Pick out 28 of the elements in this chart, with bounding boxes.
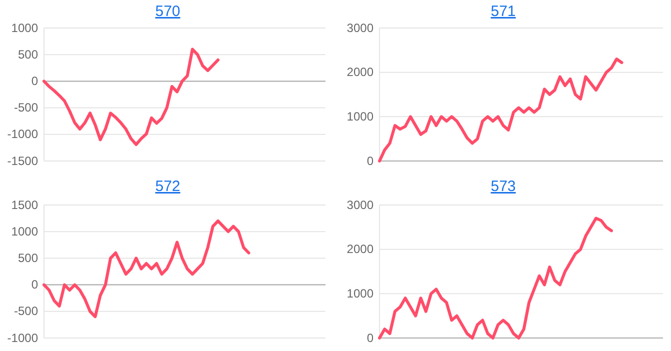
y-tick-label: 1000 (346, 110, 374, 124)
chart-title: 571 (490, 3, 516, 20)
y-tick-label: 1000 (346, 286, 374, 301)
chart-title: 570 (155, 3, 180, 20)
y-tick-label: -500 (14, 100, 38, 115)
y-tick-label: 0 (366, 154, 374, 168)
y-tick-label: 1000 (11, 224, 38, 238)
line-series (378, 58, 624, 162)
y-tick-label: 500 (18, 251, 38, 266)
y-tick-label: 1000 (11, 20, 38, 35)
chart-title: 572 (155, 178, 180, 195)
y-tick-label: 2000 (346, 65, 374, 80)
y-tick-label: 0 (31, 74, 38, 88)
y-tick-label: -500 (14, 304, 38, 318)
y-tick-label: 0 (31, 278, 38, 292)
y-tick-label: 0 (366, 330, 374, 345)
y-tick-label: 500 (18, 47, 38, 62)
y-tick-label: 2000 (346, 242, 374, 256)
line-series (42, 48, 220, 146)
y-tick-label: -1000 (7, 330, 38, 345)
y-tick-label: 3000 (346, 198, 374, 212)
y-tick-label: -1000 (7, 127, 38, 142)
y-tick-label: 3000 (346, 20, 374, 35)
chart-title: 573 (490, 178, 516, 195)
line-series (42, 219, 250, 318)
y-tick-label: -1500 (7, 154, 38, 168)
line-series (378, 216, 613, 340)
y-tick-label: 1500 (11, 198, 38, 212)
